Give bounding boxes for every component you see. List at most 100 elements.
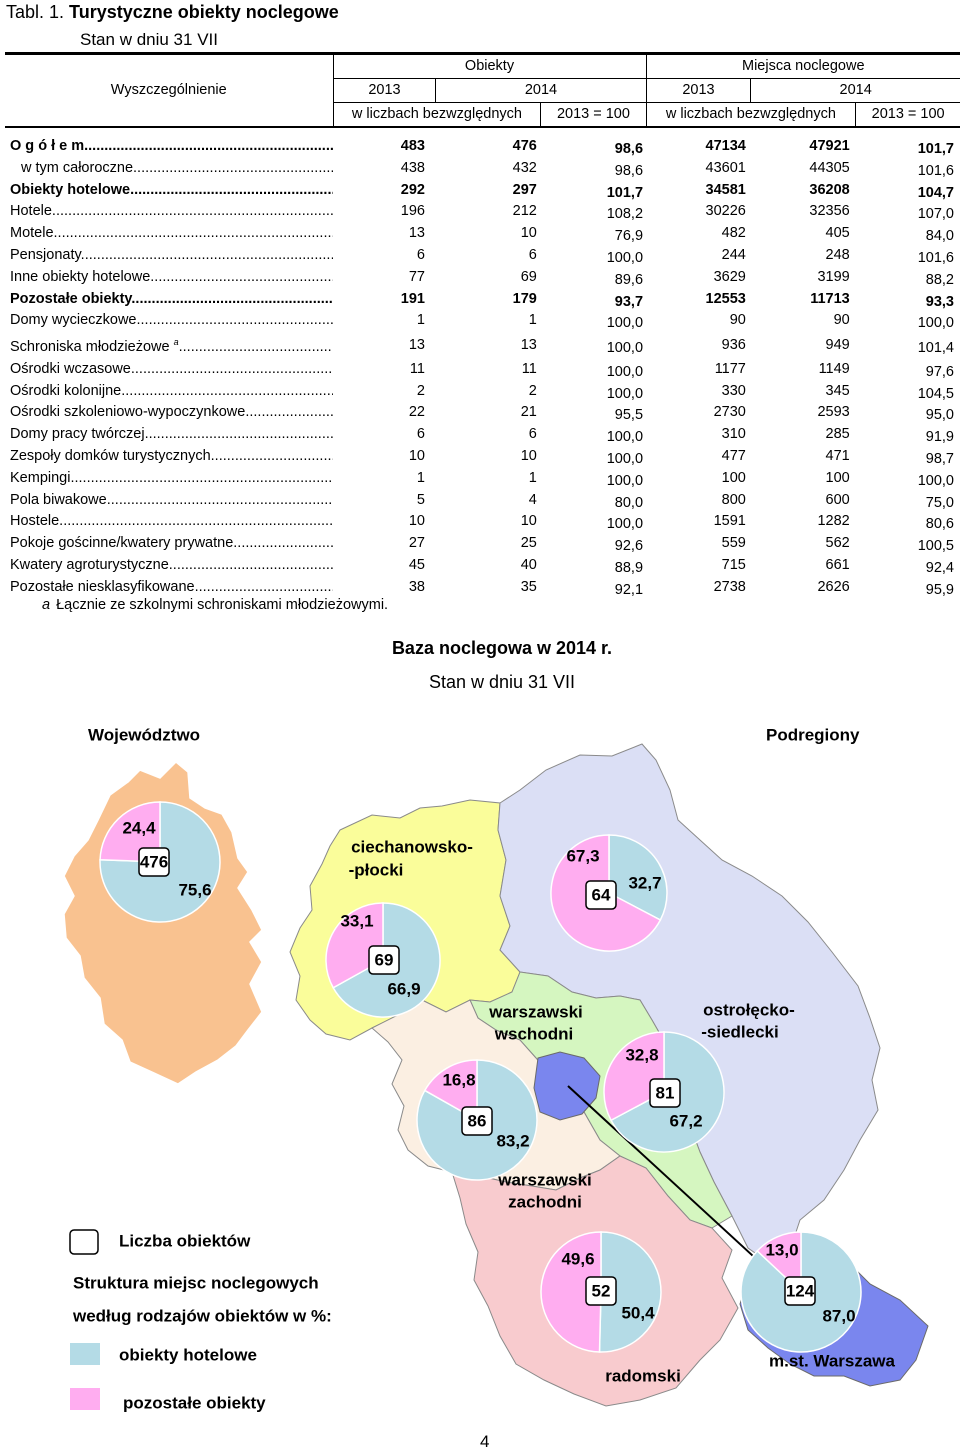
cell-index: 100,0 xyxy=(917,315,954,332)
cell-value: 13 xyxy=(408,225,425,242)
table-row: Domy pracy twórczej.....................… xyxy=(5,424,960,446)
table-row: Motele..................................… xyxy=(5,223,960,245)
cell-index: 89,6 xyxy=(614,271,644,288)
cell-index: 93,3 xyxy=(925,293,954,310)
cell-value: 6 xyxy=(528,426,537,443)
cell-value: 90 xyxy=(833,312,850,329)
cell-index: 95,9 xyxy=(925,581,954,598)
cell-index: 100,0 xyxy=(606,450,644,467)
table-row: O g ó ł e m.............................… xyxy=(5,127,960,158)
cell-value: 12553 xyxy=(705,290,746,307)
cell-value: 10 xyxy=(520,513,537,530)
cell-value: 248 xyxy=(825,246,850,263)
pie-slice-hotel xyxy=(416,1059,538,1181)
cell-index: 100,0 xyxy=(606,363,644,380)
legend-hotel-swatch xyxy=(70,1343,100,1365)
cell-index: 100,0 xyxy=(606,339,644,356)
cell-value: 34581 xyxy=(705,181,746,198)
cell-index: 92,4 xyxy=(925,559,954,576)
cell-value: 2626 xyxy=(817,578,850,595)
cell-index: 88,9 xyxy=(614,559,644,576)
cell-value: 438 xyxy=(400,159,425,176)
pie-slice-other xyxy=(603,1031,665,1122)
cell-value: 6 xyxy=(528,246,537,263)
cell-value: 40 xyxy=(520,556,537,573)
cell-index: 100,0 xyxy=(917,472,954,489)
cell-index: 100,0 xyxy=(606,472,644,489)
cell-value: 43601 xyxy=(705,159,746,176)
cell-value: 191 xyxy=(400,290,425,307)
cell-index: 84,0 xyxy=(925,228,954,245)
header-absolute: w liczbach bezwzględnych xyxy=(645,102,856,128)
cell-index: 95,0 xyxy=(925,407,954,424)
cell-value: 35 xyxy=(520,578,537,595)
table-row: Schroniska młodzieżowe a................… xyxy=(5,332,960,359)
cell-value: 21 xyxy=(520,404,537,421)
cell-value: 244 xyxy=(721,246,746,263)
cell-index: 100,0 xyxy=(606,315,644,332)
region-name: wschodni xyxy=(494,1024,573,1043)
pie-label-other: 67,3 xyxy=(566,846,599,865)
region-name: m.st. Warszawa xyxy=(769,1351,896,1370)
header-spec: Wyszczególnienie xyxy=(5,52,333,128)
region-name: radomski xyxy=(605,1366,681,1385)
cell-value: 600 xyxy=(825,491,850,508)
cell-index: 100,0 xyxy=(606,385,644,402)
cell-value: 6 xyxy=(416,246,425,263)
cell-value: 212 xyxy=(512,203,537,220)
cell-value: 196 xyxy=(400,203,425,220)
row-label: Zespoły domków turystycznych............… xyxy=(10,447,333,464)
count-label: 476 xyxy=(140,852,168,871)
cell-index: 100,0 xyxy=(606,249,644,266)
row-label: Ośrodki szkoleniowo-wypoczynkowe........… xyxy=(10,404,333,421)
count-label: 64 xyxy=(592,885,611,904)
cell-value: 2 xyxy=(416,382,425,399)
cell-value: 2593 xyxy=(817,404,850,421)
cell-value: 1 xyxy=(416,312,425,329)
pie-slice-hotel xyxy=(598,1231,662,1353)
table-row: Inne obiekty hotelowe...................… xyxy=(5,267,960,289)
legend-other-swatch xyxy=(70,1388,100,1410)
table-row: Hotele..................................… xyxy=(5,201,960,223)
row-label: Hostele.................................… xyxy=(10,513,333,530)
cell-value: 476 xyxy=(512,138,537,154)
map-figure: 476 75,6 24,4 69 66,9 33,1 64 32,7 67,3 81 67,2 32,… xyxy=(63,725,929,1412)
cell-value: 936 xyxy=(721,336,746,353)
row-label: w tym całoroczne........................… xyxy=(21,159,333,176)
count-box xyxy=(649,1078,681,1108)
cell-index: 76,9 xyxy=(614,228,644,245)
header-year: 2014 xyxy=(435,78,647,103)
cell-value: 2 xyxy=(528,382,537,399)
cell-index: 98,7 xyxy=(925,450,954,467)
count-label: 69 xyxy=(375,950,394,969)
cell-value: 10 xyxy=(520,225,537,242)
cell-value: 10 xyxy=(408,513,425,530)
cell-value: 36208 xyxy=(809,181,850,198)
row-label: Pensjonaty..............................… xyxy=(10,246,333,263)
legend-structure-title: według rodzajów obiektów w %: xyxy=(72,1306,332,1325)
header-year: 2013 xyxy=(645,78,751,103)
cell-value: 471 xyxy=(825,447,850,464)
row-label: Pozostałe niesklasyfikowane.............… xyxy=(10,578,333,595)
row-label: O g ó ł e m.............................… xyxy=(10,138,333,154)
table-row: Pensjonaty..............................… xyxy=(5,245,960,267)
cell-value: 2730 xyxy=(713,404,746,421)
count-label: 81 xyxy=(656,1083,675,1102)
cell-value: 77 xyxy=(408,268,425,285)
count-label: 86 xyxy=(468,1111,487,1130)
count-label: 124 xyxy=(786,1281,815,1300)
cell-index: 101,4 xyxy=(917,339,954,356)
row-label: Schroniska młodzieżowe a................… xyxy=(10,337,333,355)
pie-slice-hotel xyxy=(608,834,668,921)
cell-value: 10 xyxy=(520,447,537,464)
cell-value: 47921 xyxy=(809,138,850,154)
cell-value: 25 xyxy=(520,535,537,552)
cell-value: 310 xyxy=(721,426,746,443)
table-row: w tym całoroczne........................… xyxy=(5,158,960,180)
cell-index: 100,0 xyxy=(606,429,644,446)
cell-index: 80,0 xyxy=(614,494,644,511)
cell-value: 27 xyxy=(408,535,425,552)
row-label: Hotele..................................… xyxy=(10,203,333,220)
cell-value: 1282 xyxy=(817,513,850,530)
cell-index: 101,7 xyxy=(917,141,954,157)
